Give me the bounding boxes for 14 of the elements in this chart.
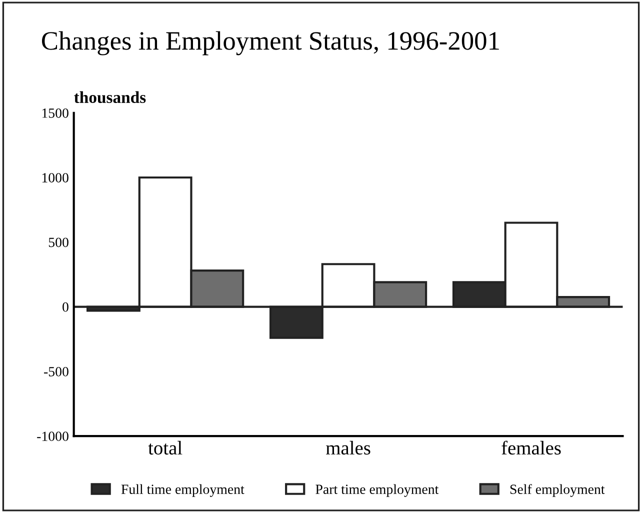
legend-label: Self employment	[510, 484, 605, 497]
y-tick-label: -500	[44, 366, 68, 376]
y-tick-label: -1000	[37, 432, 68, 442]
y-tick-label: 1000	[42, 173, 68, 182]
x-tick-label: females	[502, 440, 561, 455]
chart-title: Changes in Employment Status, 1996-2001	[42, 31, 499, 56]
legend-label: Part time employment	[316, 484, 439, 497]
y-tick-label: 500	[48, 238, 68, 248]
x-tick-label: males	[326, 440, 370, 455]
legend-label: Full time employment	[121, 484, 244, 497]
x-tick-label: total	[148, 440, 182, 455]
y-tick-label: 0	[62, 302, 68, 312]
y-tick-label: 1500	[42, 108, 68, 118]
y-axis-title: thousands	[74, 91, 146, 104]
